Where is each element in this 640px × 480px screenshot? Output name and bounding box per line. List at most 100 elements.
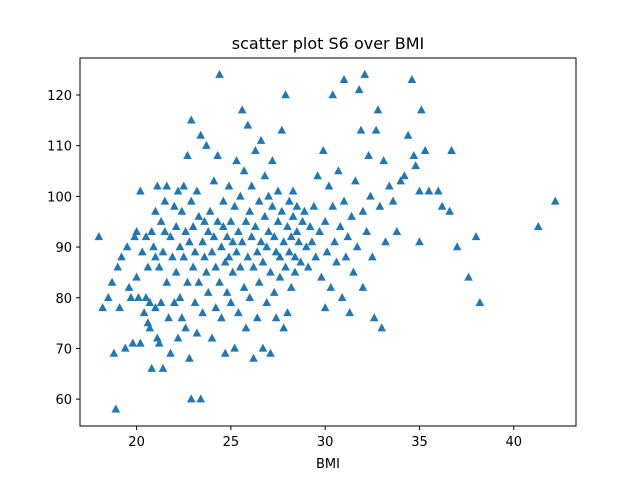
data-point (211, 303, 221, 312)
data-point (275, 252, 285, 261)
data-point (245, 206, 255, 215)
data-point (281, 262, 290, 271)
data-point (149, 242, 158, 251)
data-point (194, 211, 204, 220)
data-point (290, 252, 300, 261)
data-point (377, 323, 387, 332)
data-point (239, 166, 249, 175)
data-point (175, 292, 185, 301)
data-point (236, 262, 245, 271)
data-point (156, 216, 166, 225)
data-point (103, 292, 113, 301)
data-point (271, 247, 281, 256)
data-point (292, 201, 302, 210)
data-point (384, 181, 394, 190)
data-point (232, 156, 241, 165)
data-point (243, 252, 253, 261)
data-point (217, 313, 226, 322)
data-point (134, 292, 143, 301)
data-point (286, 232, 296, 241)
data-point (228, 267, 238, 276)
data-point (260, 171, 270, 180)
data-point (337, 292, 347, 301)
data-point (213, 216, 222, 225)
data-point (358, 206, 368, 215)
data-point (294, 237, 304, 246)
data-point (226, 216, 236, 225)
data-point (183, 151, 192, 160)
y-tick-label: 80 (55, 292, 72, 307)
data-point (209, 176, 219, 185)
data-point (358, 282, 368, 291)
y-tick-label: 70 (55, 342, 72, 357)
data-point (286, 282, 296, 291)
data-point (264, 191, 273, 200)
data-point (283, 308, 292, 317)
data-point (368, 252, 377, 261)
data-point (239, 282, 249, 291)
data-point (328, 90, 338, 99)
data-point (177, 206, 187, 215)
data-point (320, 303, 330, 312)
data-point (273, 186, 283, 195)
data-point (158, 363, 168, 372)
data-point (207, 247, 217, 256)
x-tick-label: 40 (505, 435, 522, 450)
data-point (247, 232, 256, 241)
x-tick-label: 35 (411, 435, 428, 450)
data-point (190, 247, 200, 256)
data-point (203, 287, 213, 296)
data-point (300, 206, 309, 215)
data-point (339, 196, 349, 205)
data-point (352, 242, 362, 251)
data-point (183, 277, 192, 286)
data-point (185, 353, 194, 362)
data-point (256, 237, 266, 246)
data-point (326, 282, 336, 291)
data-point (347, 211, 356, 220)
data-point (266, 348, 275, 357)
data-point (207, 333, 217, 342)
data-point (111, 404, 121, 413)
data-point (173, 333, 183, 342)
data-point (247, 181, 256, 190)
data-point (354, 85, 364, 94)
data-point (156, 298, 166, 307)
data-point (328, 201, 338, 210)
data-point (109, 348, 119, 357)
data-point (132, 272, 141, 281)
data-point (196, 130, 205, 139)
data-point (145, 298, 155, 307)
data-point (400, 171, 409, 180)
data-point (202, 267, 211, 276)
data-point (169, 201, 179, 210)
data-point (318, 145, 328, 154)
data-point (373, 105, 383, 114)
data-point (202, 140, 211, 149)
data-point (471, 232, 481, 241)
data-point (424, 186, 434, 195)
data-point (234, 227, 243, 236)
data-point (186, 394, 196, 403)
data-point (420, 145, 430, 154)
data-point (268, 156, 277, 165)
data-point (162, 181, 172, 190)
data-point (237, 237, 247, 246)
data-point (309, 201, 319, 210)
data-point (322, 247, 332, 256)
data-point (285, 247, 294, 256)
data-points (94, 69, 560, 413)
data-point (160, 196, 170, 205)
data-point (271, 313, 281, 322)
data-point (281, 90, 290, 99)
data-point (173, 186, 183, 195)
data-point (251, 221, 260, 230)
data-point (166, 348, 175, 357)
data-point (332, 257, 341, 266)
data-point (396, 176, 405, 185)
data-point (154, 262, 164, 271)
data-point (220, 348, 230, 357)
data-point (415, 186, 424, 195)
data-point (141, 232, 151, 241)
data-point (290, 267, 300, 276)
